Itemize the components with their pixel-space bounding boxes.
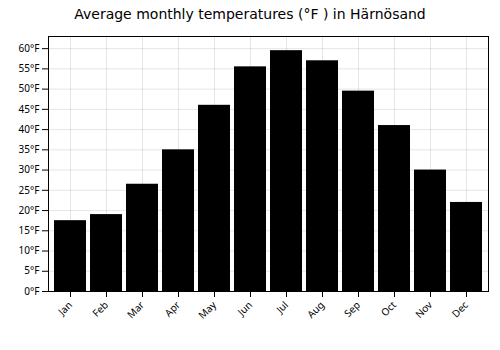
svg-text:Oct: Oct xyxy=(378,298,400,320)
svg-text:Feb: Feb xyxy=(89,298,111,320)
svg-text:Mar: Mar xyxy=(124,298,147,321)
svg-text:Jun: Jun xyxy=(234,298,255,319)
svg-text:Nov: Nov xyxy=(412,297,436,321)
svg-text:Sep: Sep xyxy=(341,298,363,320)
svg-text:30°F: 30°F xyxy=(19,162,40,176)
svg-text:20°F: 20°F xyxy=(19,203,40,217)
svg-text:25°F: 25°F xyxy=(19,183,40,197)
svg-text:15°F: 15°F xyxy=(19,223,40,237)
svg-text:Jul: Jul xyxy=(272,298,291,317)
svg-text:0°F: 0°F xyxy=(24,284,39,298)
svg-text:50°F: 50°F xyxy=(19,81,40,95)
svg-text:35°F: 35°F xyxy=(19,142,40,156)
html-text:Average monthly temperatures (: Average monthly temperatures (°F ) in Hä… xyxy=(74,6,426,22)
svg-text:40°F: 40°F xyxy=(19,122,40,136)
svg-text:10°F: 10°F xyxy=(19,243,40,257)
svg-text:55°F: 55°F xyxy=(19,61,40,75)
svg-text:Aug: Aug xyxy=(304,298,327,321)
svg-text:Apr: Apr xyxy=(161,298,183,320)
svg-text:Dec: Dec xyxy=(448,298,471,321)
svg-text:May: May xyxy=(195,297,220,322)
svg-text:5°F: 5°F xyxy=(24,263,39,277)
svg-text:Jan: Jan xyxy=(54,298,75,319)
svg-text:60°F: 60°F xyxy=(19,41,40,55)
svg-text:45°F: 45°F xyxy=(19,102,40,116)
